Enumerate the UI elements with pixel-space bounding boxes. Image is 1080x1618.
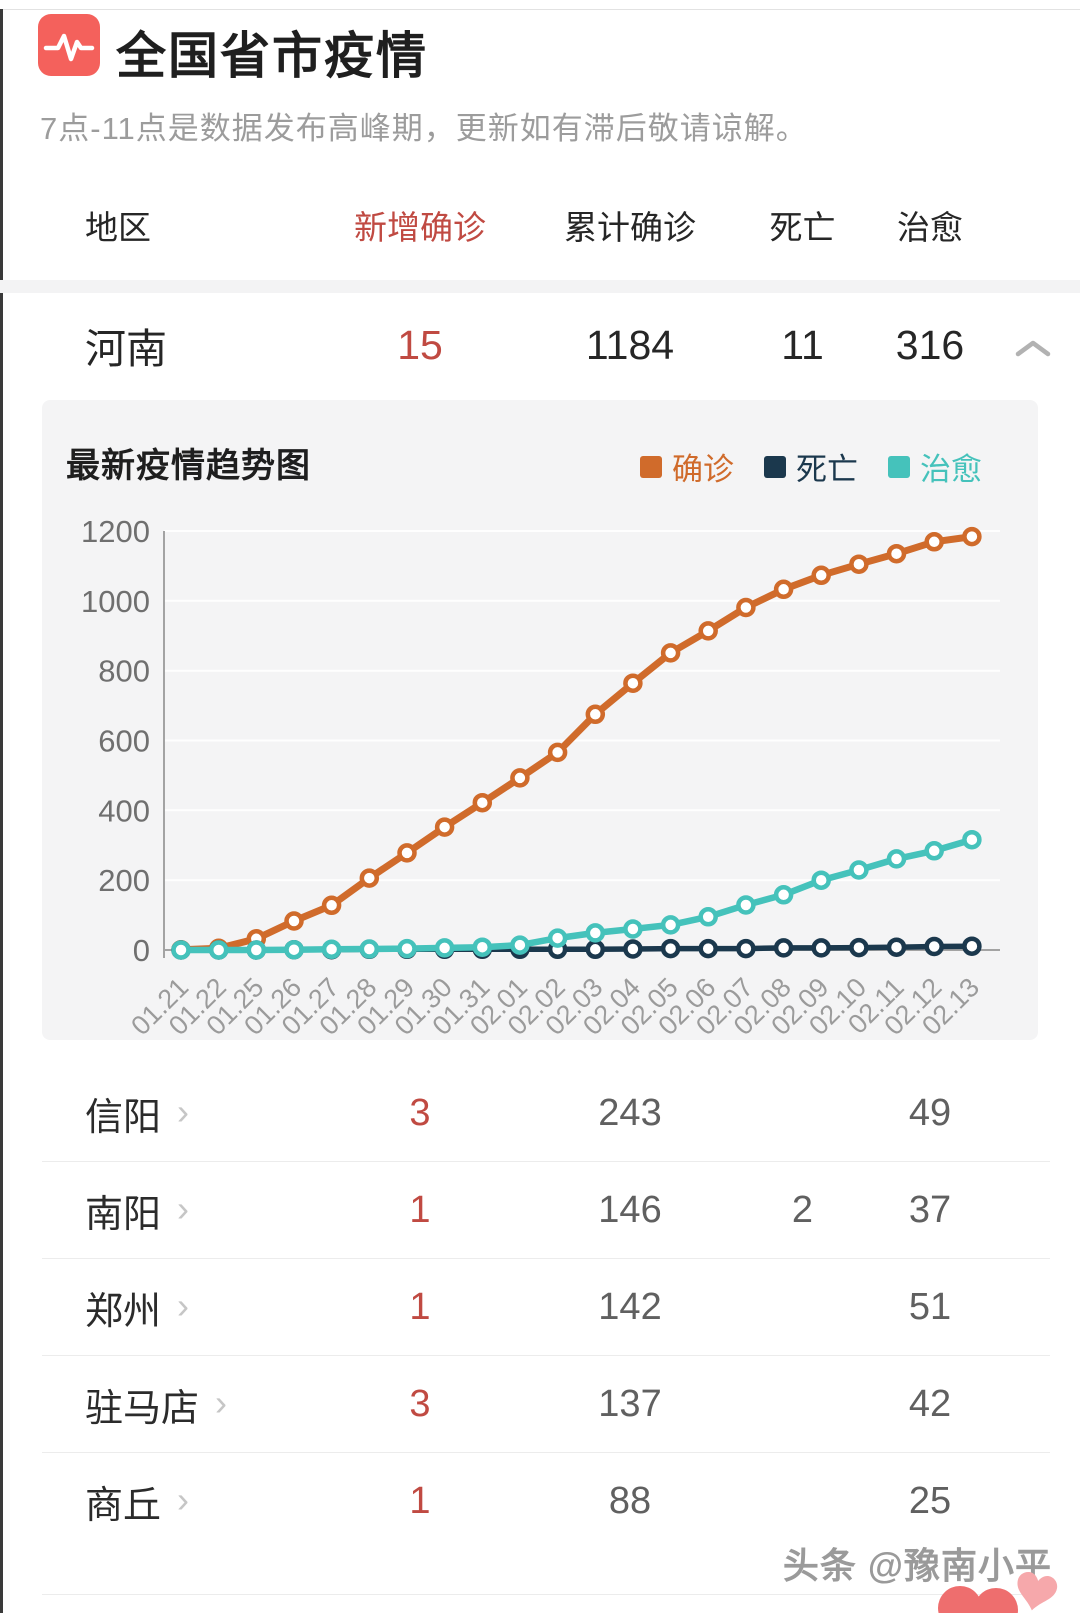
svg-text:600: 600 [98,724,150,759]
city-cured: 49 [908,1092,952,1134]
hearts-decoration [930,1566,1070,1618]
province-new-confirmed: 15 [397,321,443,368]
col-header-deaths[interactable]: 死亡 [769,209,836,246]
svg-text:200: 200 [98,863,150,898]
svg-text:800: 800 [98,654,150,689]
row-divider [42,1452,1050,1453]
city-confirmed: 243 [598,1092,662,1134]
city-name: 商丘 [85,1485,162,1527]
legend-item-deaths: 死亡 [764,444,858,489]
city-row[interactable]: 郑州 › 1 142 51 [0,1259,1080,1356]
province-deaths: 11 [781,321,824,368]
svg-text:0: 0 [133,933,150,968]
city-cured: 37 [908,1189,952,1231]
col-header-cured[interactable]: 治愈 [897,209,963,246]
top-hairline [0,9,1080,10]
legend-label-cured: 治愈 [920,452,982,487]
table-header-row: 地区 新增确诊 累计确诊 死亡 治愈 [0,195,1080,255]
page-title: 全国省市疫情 [116,28,428,84]
city-name: 驻马店 [85,1388,200,1430]
row-divider [42,1355,1050,1356]
city-name: 南阳 [85,1194,162,1236]
city-new-confirmed: 1 [409,1189,431,1231]
legend-label-deaths: 死亡 [796,452,858,487]
chevron-right-icon: › [215,1381,228,1423]
legend-swatch-confirmed [640,455,662,478]
chevron-right-icon: › [177,1478,190,1520]
city-name: 信阳 [85,1097,162,1139]
svg-text:1000: 1000 [81,584,150,619]
province-row-henan[interactable]: 河南 15 1184 11 316 [0,293,1080,397]
legend-swatch-deaths [764,455,786,478]
city-name: 郑州 [85,1291,162,1333]
province-confirmed: 1184 [585,321,675,368]
city-row[interactable]: 驻马店 › 3 137 42 [0,1356,1080,1453]
city-new-confirmed: 1 [409,1480,431,1522]
trend-chart: 0 200 400 600 800 1000 1200 01.21 01.22 01.25 01.2… [42,400,1038,1041]
col-header-new-confirmed[interactable]: 新增确诊 [354,209,486,246]
pulse-icon [38,14,100,76]
chart-legend: 确诊 死亡 治愈 [640,444,982,489]
col-header-region: 地区 [85,209,151,246]
watermark: 头条 @豫南小平 [782,1545,1052,1586]
city-row[interactable]: 信阳 › 3 243 49 [0,1065,1080,1162]
city-new-confirmed: 1 [409,1286,431,1328]
city-cured: 42 [908,1383,952,1425]
chevron-right-icon: › [177,1284,190,1326]
city-list: 信阳 › 3 243 49 南阳 › 1 146 2 37 郑州 › 1 142… [0,1065,1080,1550]
city-deaths: 2 [791,1189,814,1231]
city-cured: 25 [908,1480,952,1522]
row-divider [42,1161,1050,1162]
city-cured: 51 [908,1286,952,1328]
chart-title: 最新疫情趋势图 [66,447,311,485]
city-confirmed: 146 [598,1189,662,1231]
city-new-confirmed: 3 [409,1383,431,1425]
legend-swatch-cured [888,455,910,478]
chevron-right-icon: › [177,1090,190,1132]
left-edge-border [0,9,3,1613]
legend-item-cured: 治愈 [888,444,982,489]
notice-text: 7点-11点是数据发布高峰期，更新如有滞后敬请谅解。 [40,111,808,146]
svg-text:1200: 1200 [81,514,150,549]
chevron-up-icon[interactable] [1015,339,1051,359]
city-confirmed: 137 [598,1383,662,1425]
legend-item-confirmed: 确诊 [640,444,734,489]
city-row[interactable]: 南阳 › 1 146 2 37 [0,1162,1080,1259]
city-new-confirmed: 3 [409,1092,431,1134]
province-cured: 316 [895,321,965,368]
col-header-confirmed[interactable]: 累计确诊 [564,209,696,246]
row-divider [42,1258,1050,1259]
section-separator [0,280,1080,293]
trend-chart-panel: 0 200 400 600 800 1000 1200 01.21 01.22 01.25 01.2… [42,400,1038,1041]
legend-label-confirmed: 确诊 [672,452,734,487]
bottom-divider [42,1594,1050,1595]
svg-text:400: 400 [98,793,150,828]
city-confirmed: 142 [598,1286,662,1328]
city-row[interactable]: 商丘 › 1 88 25 [0,1453,1080,1550]
province-name: 河南 [85,326,167,372]
chevron-right-icon: › [177,1187,190,1229]
city-confirmed: 88 [608,1480,652,1522]
